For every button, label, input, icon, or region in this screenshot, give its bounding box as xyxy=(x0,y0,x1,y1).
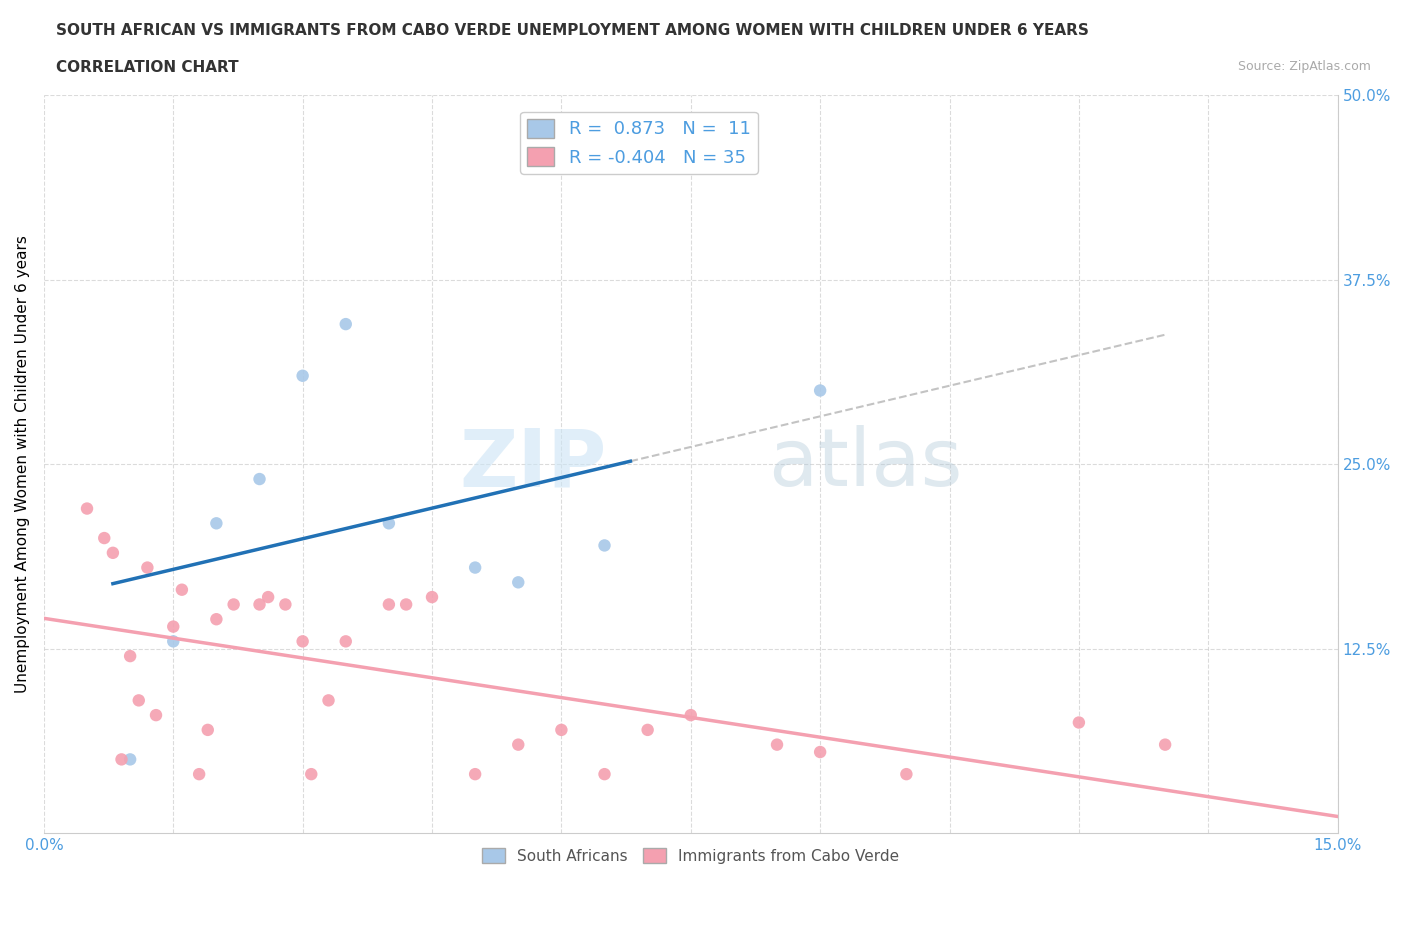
Point xyxy=(550,723,572,737)
Point xyxy=(76,501,98,516)
Legend: South Africans, Immigrants from Cabo Verde: South Africans, Immigrants from Cabo Ver… xyxy=(477,842,905,870)
Point xyxy=(508,737,530,752)
Point xyxy=(593,766,616,781)
Point xyxy=(464,560,486,575)
Text: atlas: atlas xyxy=(769,425,963,503)
Point xyxy=(593,538,616,552)
Point xyxy=(808,745,831,760)
Point xyxy=(120,752,142,767)
Point xyxy=(291,634,314,649)
Text: Source: ZipAtlas.com: Source: ZipAtlas.com xyxy=(1237,60,1371,73)
Point xyxy=(128,693,150,708)
Point xyxy=(222,597,245,612)
Y-axis label: Unemployment Among Women with Children Under 6 years: Unemployment Among Women with Children U… xyxy=(15,235,30,693)
Point xyxy=(808,383,831,398)
Point xyxy=(110,752,132,767)
Point xyxy=(188,766,211,781)
Point xyxy=(170,582,193,597)
Point xyxy=(395,597,418,612)
Point xyxy=(299,766,322,781)
Text: ZIP: ZIP xyxy=(460,425,606,503)
Point xyxy=(378,516,401,531)
Point xyxy=(896,766,918,781)
Point xyxy=(197,723,219,737)
Point xyxy=(766,737,789,752)
Point xyxy=(1067,715,1090,730)
Point xyxy=(93,531,115,546)
Point xyxy=(249,472,271,486)
Text: SOUTH AFRICAN VS IMMIGRANTS FROM CABO VERDE UNEMPLOYMENT AMONG WOMEN WITH CHILDR: SOUTH AFRICAN VS IMMIGRANTS FROM CABO VE… xyxy=(56,23,1090,38)
Point xyxy=(508,575,530,590)
Point xyxy=(335,317,357,332)
Point xyxy=(101,545,124,560)
Point xyxy=(249,597,271,612)
Point xyxy=(335,634,357,649)
Point xyxy=(162,634,184,649)
Point xyxy=(120,648,142,663)
Point xyxy=(205,516,228,531)
Point xyxy=(291,368,314,383)
Point xyxy=(145,708,167,723)
Point xyxy=(464,766,486,781)
Text: CORRELATION CHART: CORRELATION CHART xyxy=(56,60,239,75)
Point xyxy=(136,560,159,575)
Point xyxy=(318,693,340,708)
Point xyxy=(162,619,184,634)
Point xyxy=(1154,737,1177,752)
Point xyxy=(274,597,297,612)
Point xyxy=(420,590,443,604)
Point xyxy=(378,597,401,612)
Point xyxy=(257,590,280,604)
Point xyxy=(679,708,702,723)
Point xyxy=(205,612,228,627)
Point xyxy=(637,723,659,737)
